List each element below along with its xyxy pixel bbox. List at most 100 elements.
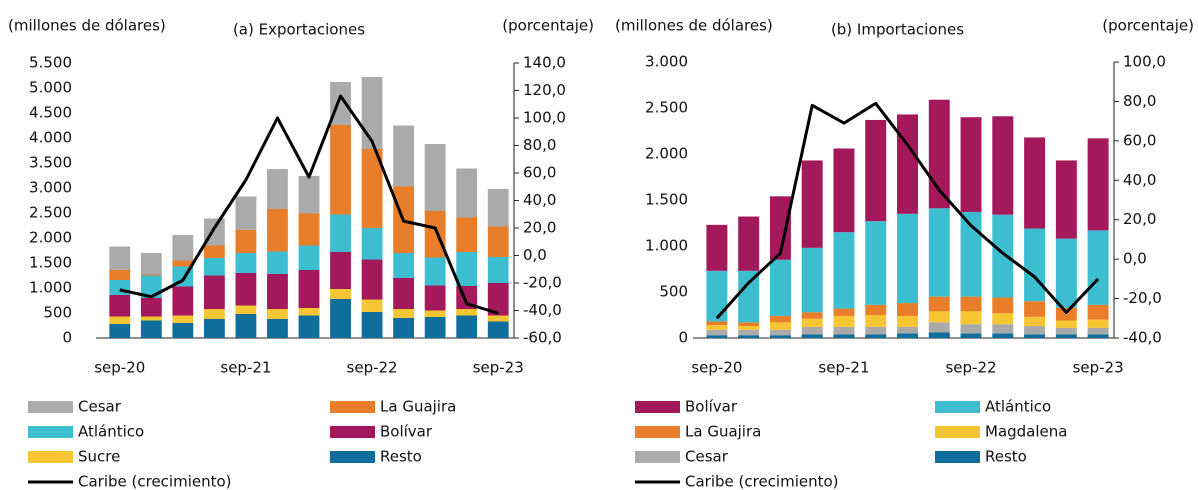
bar-segment [330, 299, 351, 338]
legend-swatch [28, 401, 73, 413]
bar-segment [801, 160, 823, 248]
bar-segment [738, 216, 760, 271]
bar-segment [456, 315, 478, 338]
legend-swatch [935, 426, 980, 438]
x-tick-label: sep-20 [94, 359, 145, 377]
y2-tick-label: -60,0 [523, 329, 562, 347]
y-tick-label: 2.500 [645, 99, 688, 117]
bar-segment [203, 258, 225, 276]
bar-segment [203, 319, 225, 338]
legend-label: La Guajira [685, 423, 761, 441]
bar-segment [960, 333, 982, 338]
bar-segment [140, 274, 162, 276]
bar-segment [897, 303, 918, 316]
bar-segment [865, 334, 887, 338]
bar-segment [203, 275, 225, 309]
y2-tick-label: -20,0 [523, 274, 562, 292]
y2-tick-label: 20,0 [523, 219, 556, 237]
bar-segment [865, 221, 887, 305]
bar-segment [424, 257, 446, 286]
bar-segment [769, 335, 791, 338]
y-tick-label: 5.500 [29, 54, 72, 72]
bar-segment [960, 296, 982, 312]
bar-segment [456, 309, 478, 316]
bar-segment [1055, 238, 1077, 308]
bar-segment [235, 253, 257, 273]
y2-tick-label: 60,0 [1123, 131, 1156, 149]
y-tick-label: 1.500 [645, 191, 688, 209]
bar-segment [361, 259, 383, 300]
bar-segment [109, 295, 131, 317]
bar-segment [424, 317, 446, 338]
bar-segment [393, 309, 415, 318]
bar-segment [172, 315, 194, 323]
bar-segment [992, 297, 1014, 314]
bar-segment [140, 253, 162, 275]
bar-segment [801, 334, 823, 338]
bar-segment [487, 226, 509, 257]
bar-segment [1055, 160, 1077, 239]
bar-segment [140, 316, 162, 321]
y2-tick-label: 100,0 [1123, 53, 1166, 71]
bar-segment [456, 168, 478, 218]
bar-segment [897, 333, 918, 338]
y2-tick-label: 0,0 [523, 246, 547, 264]
bar-segment [1024, 334, 1046, 338]
bar-segment [992, 324, 1014, 334]
bar-segment [833, 334, 855, 338]
bar-segment [769, 259, 791, 316]
bar-segment [833, 326, 855, 335]
bar-segment [361, 312, 383, 338]
legend-label: Atlántico [985, 398, 1051, 416]
legend-swatch [935, 451, 980, 463]
bar-segment [393, 125, 415, 187]
bar-segment [361, 77, 383, 149]
bar-segment [424, 144, 446, 211]
bar-segment [109, 324, 131, 338]
bar-segment [706, 321, 728, 326]
bar-segment [203, 245, 225, 258]
legend-label: Cesar [78, 398, 122, 416]
bar-segment [960, 117, 982, 212]
legend-label: Cesar [685, 448, 729, 466]
bar-segment [738, 322, 760, 327]
bar-segment [393, 278, 415, 309]
bar-segment [298, 270, 320, 308]
bar-segment [203, 309, 225, 319]
bar-segment [487, 321, 509, 338]
y2-tick-label: -40,0 [1123, 329, 1162, 347]
bar-segment [1087, 304, 1109, 320]
growth-line [715, 101, 1100, 320]
bar-segment [738, 270, 760, 323]
y2-tick-label: 60,0 [523, 164, 556, 182]
y-tick-label: 2.000 [29, 229, 72, 247]
x-tick-label: sep-22 [945, 359, 996, 377]
bar-segment [833, 232, 855, 309]
y2-tick-label: 40,0 [523, 191, 556, 209]
y-tick-label: 4.500 [29, 104, 72, 122]
bar-segment [992, 214, 1014, 298]
bar-segment [487, 283, 509, 316]
bar-segment [833, 148, 855, 233]
y-tick-label: 3.000 [29, 179, 72, 197]
y2-tick-label: 100,0 [523, 109, 566, 127]
bar-segment [1024, 137, 1046, 229]
bar-segment [769, 315, 791, 323]
y2-axis-label: (porcentaje) [1102, 17, 1194, 35]
y2-tick-label: 40,0 [1123, 171, 1156, 189]
bar-segment [801, 326, 823, 335]
y-tick-label: 1.000 [645, 237, 688, 255]
legend-swatch [635, 401, 680, 413]
legend-swatch [28, 451, 73, 463]
y2-tick-label: 120,0 [523, 81, 566, 99]
bar-segment [172, 286, 194, 316]
x-tick-label: sep-20 [691, 359, 742, 377]
bar-segment [298, 213, 320, 246]
bar-segment [456, 217, 478, 252]
x-tick-label: sep-23 [1073, 359, 1124, 377]
bar-segment [1024, 326, 1046, 335]
bar-segment [706, 270, 728, 322]
bar-segment [1087, 327, 1109, 335]
bar-segment [992, 313, 1014, 325]
